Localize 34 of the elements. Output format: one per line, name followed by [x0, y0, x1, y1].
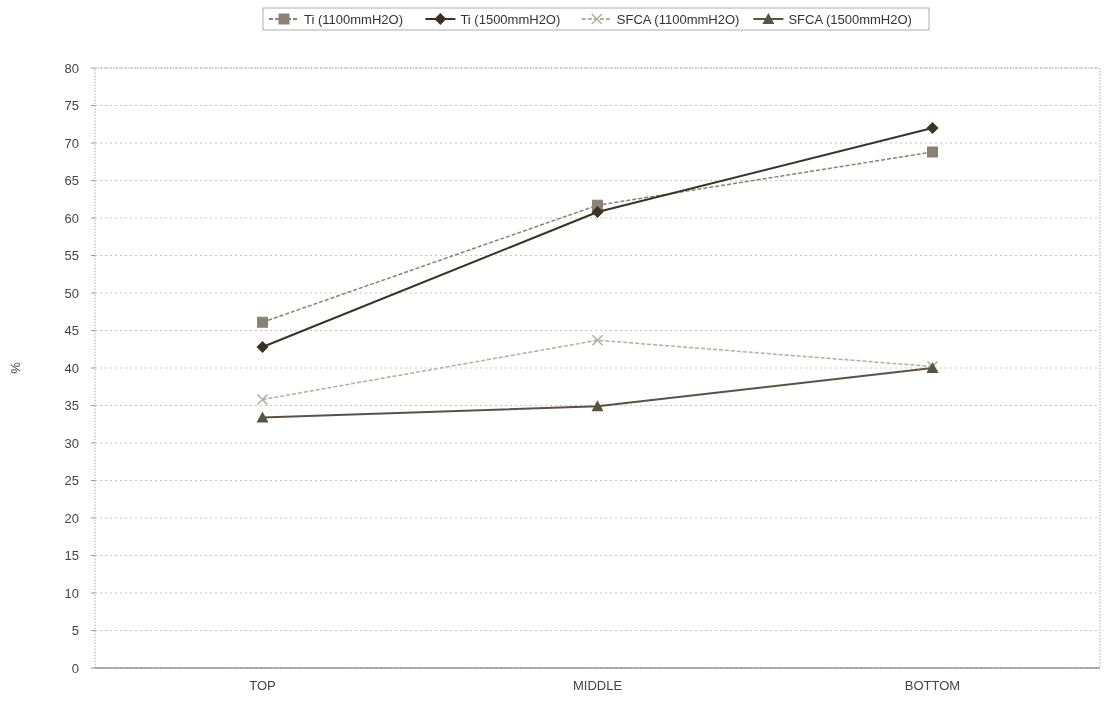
y-tick-label: 35	[64, 398, 79, 414]
y-axis-title: %	[8, 361, 23, 374]
y-tick-label: 15	[64, 548, 79, 564]
legend-label: Ti (1500mmH2O)	[460, 11, 561, 27]
y-tick-label: 20	[64, 510, 79, 526]
y-tick-label: 30	[64, 435, 79, 451]
y-tick-label: 70	[64, 135, 79, 151]
point	[256, 411, 269, 423]
y-tick-label: 55	[64, 248, 79, 264]
x-tick-label: MIDDLE	[572, 678, 623, 693]
legend-label: Ti (1100mmH2O)	[304, 11, 403, 27]
y-tick-label: 50	[64, 285, 79, 301]
y-tick-label: 80	[64, 60, 79, 76]
y-tick-label: 40	[64, 360, 79, 376]
y-tick-label: 0	[71, 660, 79, 676]
point	[256, 341, 269, 353]
y-tick-label: 45	[64, 323, 79, 339]
legend-label: SFCA (1100mmH2O)	[616, 11, 740, 27]
y-tick-label: 25	[64, 473, 79, 489]
point	[591, 334, 604, 346]
y-tick-label: 75	[64, 98, 79, 114]
point	[591, 206, 604, 218]
legend-label: SFCA (1500mmH2O)	[788, 11, 912, 27]
x-tick-label: TOP	[249, 678, 276, 693]
point	[591, 400, 604, 412]
point	[257, 316, 268, 328]
y-tick-label: 5	[71, 623, 79, 639]
y-tick-label: 60	[64, 210, 79, 226]
point	[927, 146, 938, 158]
y-tick-label: 65	[64, 173, 79, 189]
y-tick-label: 10	[64, 585, 79, 601]
point	[256, 393, 269, 406]
point	[926, 122, 939, 134]
x-tick-label: BOTTOM	[904, 678, 961, 693]
